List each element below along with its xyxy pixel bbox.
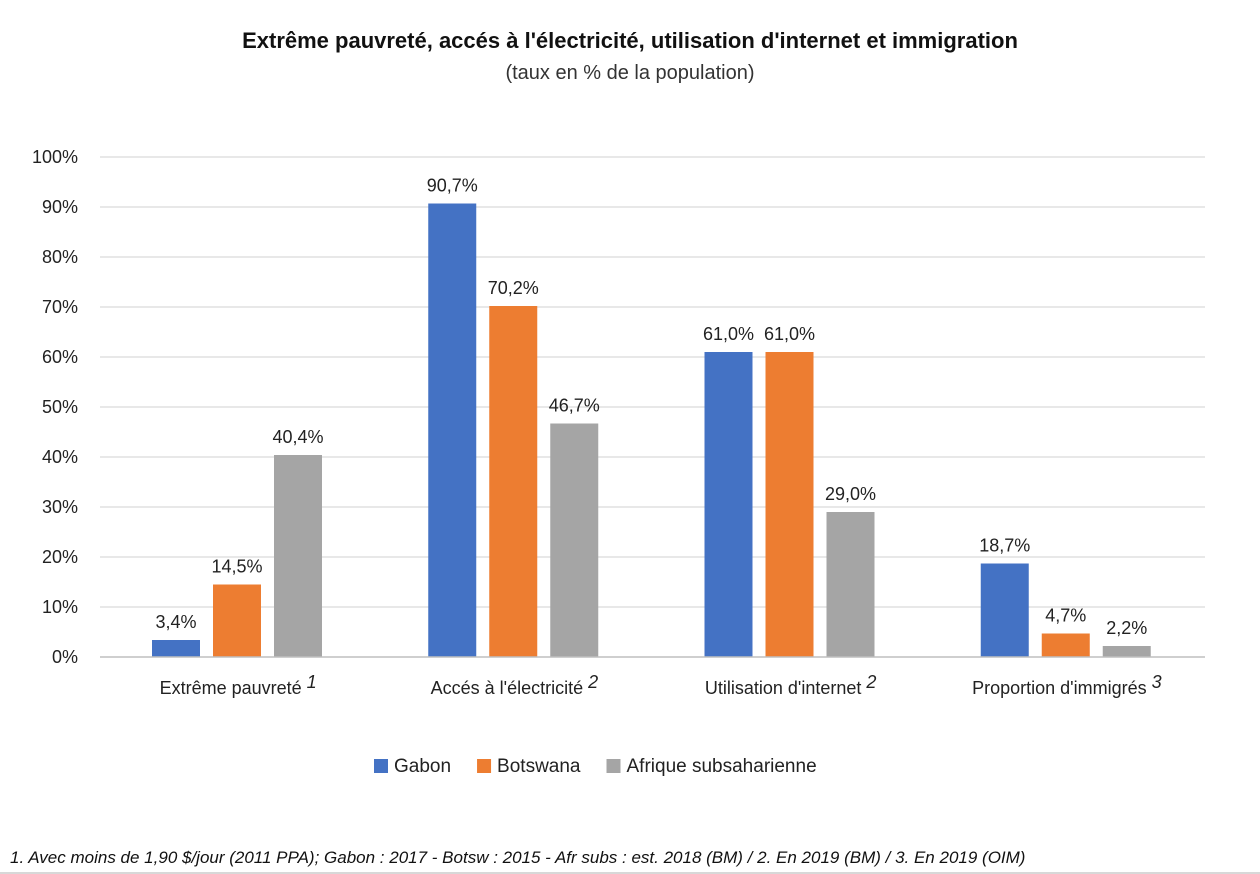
y-tick-label: 50% (42, 397, 78, 417)
data-label: 2,2% (1106, 618, 1147, 638)
bottom-divider (0, 872, 1260, 874)
y-tick-label: 10% (42, 597, 78, 617)
bar (1102, 646, 1151, 657)
bar (765, 352, 814, 657)
data-label: 29,0% (825, 484, 876, 504)
bar (550, 423, 599, 657)
bar (152, 640, 200, 657)
category-note-marker: 2 (865, 672, 876, 692)
chart-title: Extrême pauvreté, accés à l'électricité,… (242, 28, 1018, 53)
category-note-marker: 1 (307, 672, 317, 692)
bar (1041, 633, 1090, 657)
footnote: 1. Avec moins de 1,90 $/jour (2011 PPA);… (10, 848, 1026, 867)
bar (826, 512, 875, 657)
y-tick-label: 60% (42, 347, 78, 367)
legend-label: Gabon (394, 756, 451, 777)
data-label: 40,4% (272, 427, 323, 447)
data-label: 61,0% (764, 324, 815, 344)
y-tick-label: 80% (42, 247, 78, 267)
data-label: 61,0% (703, 324, 754, 344)
bar (428, 203, 477, 657)
legend-label: Botswana (497, 756, 581, 777)
y-tick-label: 90% (42, 197, 78, 217)
x-tick-label: Extrême pauvreté 1 (160, 672, 317, 698)
data-label: 3,4% (155, 612, 196, 632)
bar (704, 352, 753, 657)
y-tick-label: 40% (42, 447, 78, 467)
data-label: 46,7% (549, 396, 600, 416)
y-tick-label: 0% (52, 647, 78, 667)
chart-subtitle: (taux en % de la population) (505, 62, 755, 84)
y-tick-label: 20% (42, 547, 78, 567)
y-tick-label: 30% (42, 497, 78, 517)
bar (213, 584, 261, 657)
x-tick-label: Utilisation d'internet 2 (705, 672, 877, 698)
data-label: 14,5% (211, 557, 262, 577)
data-label: 90,7% (427, 176, 478, 196)
chart-plot: 0% 10% 20% 30% 40% 50% 60% 70% 80% 90% 100% 3,4% 90,… (32, 147, 1205, 777)
data-label: 18,7% (979, 536, 1030, 556)
data-label: 4,7% (1045, 606, 1086, 626)
y-tick-label: 100% (32, 147, 78, 167)
category-note-marker: 2 (587, 672, 598, 692)
legend-swatch (606, 759, 621, 773)
x-tick-label: Proportion d'immigrés 3 (972, 672, 1162, 698)
bar (980, 563, 1029, 657)
legend-swatch (477, 759, 492, 773)
bar (489, 306, 538, 657)
legend-label: Afrique subsaharienne (627, 756, 817, 777)
data-label: 70,2% (488, 278, 539, 298)
x-tick-label: Accés à l'électricité 2 (431, 672, 599, 698)
y-tick-label: 70% (42, 297, 78, 317)
bar (274, 455, 322, 657)
category-note-marker: 3 (1152, 672, 1162, 692)
legend-swatch (374, 759, 388, 773)
